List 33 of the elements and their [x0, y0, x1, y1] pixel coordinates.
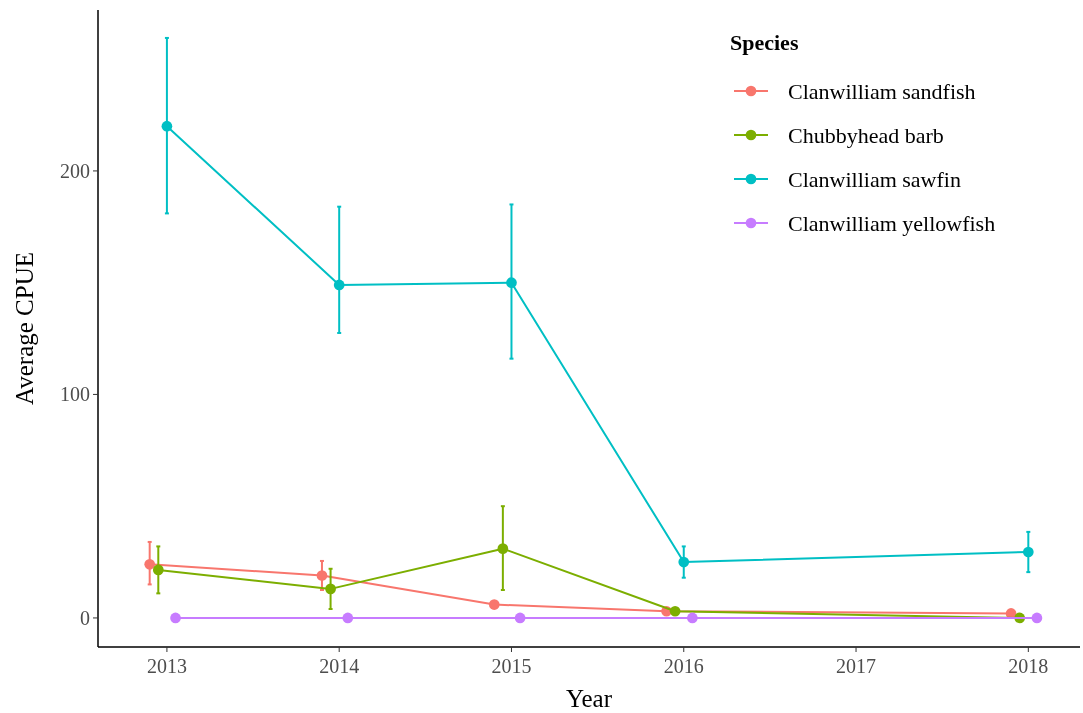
- y-tick-label: 200: [60, 159, 90, 182]
- x-tick-label: 2016: [663, 655, 704, 677]
- legend-title: Species: [730, 30, 799, 55]
- x-tick-label: 2014: [319, 655, 360, 677]
- point: [342, 612, 354, 624]
- point: [497, 543, 509, 554]
- point: [170, 612, 181, 624]
- point: [678, 556, 690, 568]
- point: [325, 583, 336, 595]
- point: [506, 277, 517, 289]
- x-tick-label: 2017: [836, 655, 877, 677]
- legend-label: Clanwilliam sawfin: [788, 166, 961, 192]
- legend-label: Chubbyhead barb: [788, 122, 944, 148]
- point: [488, 599, 500, 610]
- y-axis-title: Average CPUE: [11, 252, 38, 405]
- point: [1031, 612, 1043, 624]
- point: [144, 558, 156, 570]
- point: [316, 570, 328, 581]
- point: [687, 612, 698, 624]
- x-tick-label: 2013: [146, 655, 187, 677]
- point: [161, 120, 173, 132]
- x-tick-label: 2015: [491, 655, 532, 677]
- point: [333, 279, 345, 291]
- legend-label: Clanwilliam yellowfish: [788, 210, 996, 236]
- point: [514, 612, 526, 624]
- y-tick-label: 100: [60, 383, 90, 406]
- x-axis-title: Year: [565, 685, 613, 712]
- x-tick-label: 2018: [1008, 655, 1049, 677]
- legend-label: Clanwilliam sandfish: [788, 78, 976, 104]
- point: [1022, 546, 1034, 558]
- y-tick-label: 0: [80, 606, 90, 629]
- point: [152, 564, 164, 576]
- point: [669, 605, 681, 617]
